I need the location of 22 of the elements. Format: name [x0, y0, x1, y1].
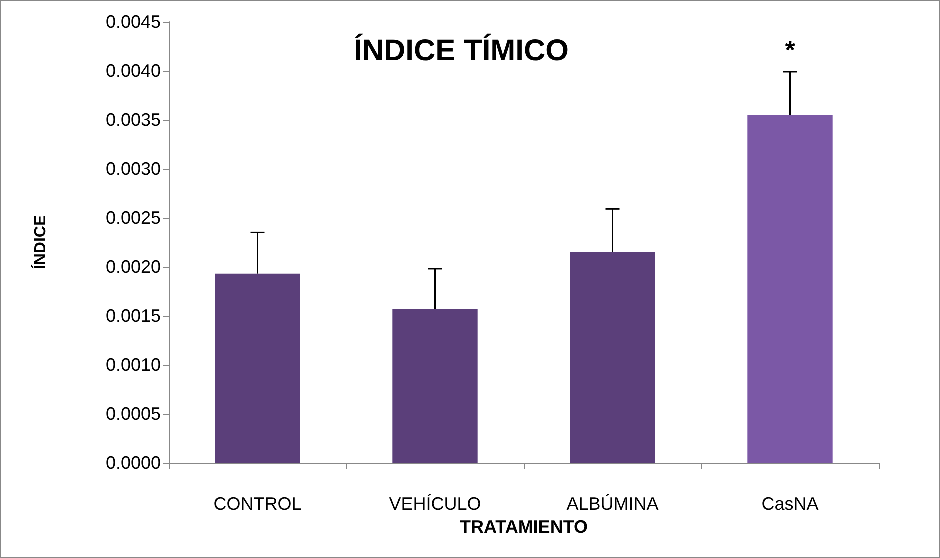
data-label: *	[785, 35, 796, 66]
x-tick-label: ALBÚMINA	[566, 494, 659, 514]
y-tick-label: 0.0020	[106, 257, 161, 277]
x-tick-label: VEHÍCULO	[389, 494, 482, 514]
y-tick-label: 0.0015	[106, 306, 161, 326]
y-tick-label: 0.0025	[106, 208, 161, 228]
y-tick-label: 0.0030	[106, 159, 161, 179]
bar	[392, 309, 478, 463]
bar	[215, 274, 300, 463]
y-tick-label: 0.0045	[106, 12, 161, 32]
chart-title: ÍNDICE TÍMICO	[354, 34, 569, 68]
y-axis-title: ÍNDICE	[30, 215, 50, 270]
x-tick-label: CONTROL	[214, 494, 302, 514]
x-tick-label: CasNA	[762, 494, 819, 514]
y-tick-label: 0.0040	[106, 61, 161, 81]
y-tick-label: 0.0035	[106, 110, 161, 130]
bar	[570, 252, 656, 463]
bar	[748, 115, 833, 463]
x-axis-title: TRATAMIENTO	[460, 516, 588, 537]
y-tick-label: 0.0010	[106, 355, 161, 375]
y-tick-label: 0.0005	[106, 404, 161, 424]
y-tick-label: 0.0000	[106, 453, 161, 473]
